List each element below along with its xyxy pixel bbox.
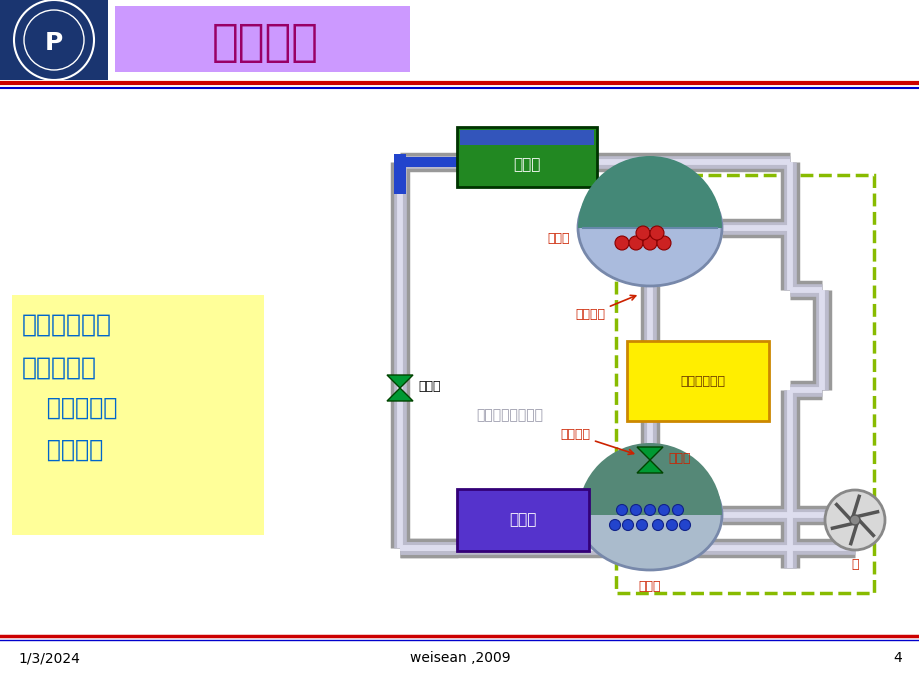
Circle shape	[672, 504, 683, 515]
Text: 整个系统包括: 整个系统包括	[22, 313, 112, 337]
Text: 溶液回路: 溶液回路	[22, 438, 103, 462]
Circle shape	[658, 504, 669, 515]
Wedge shape	[577, 443, 721, 515]
Text: 节流阀: 节流阀	[667, 451, 690, 464]
Circle shape	[650, 226, 664, 240]
Text: 泵: 泵	[850, 558, 857, 571]
Text: 4: 4	[892, 651, 901, 665]
Circle shape	[665, 520, 676, 531]
FancyBboxPatch shape	[115, 6, 410, 72]
FancyBboxPatch shape	[12, 295, 264, 535]
Circle shape	[644, 504, 655, 515]
Text: 制冷剂回路: 制冷剂回路	[22, 396, 118, 420]
Polygon shape	[636, 460, 663, 473]
FancyBboxPatch shape	[689, 342, 705, 420]
Ellipse shape	[577, 460, 721, 570]
Circle shape	[629, 236, 642, 250]
Text: weisean ,2009: weisean ,2009	[409, 651, 510, 665]
Circle shape	[824, 490, 884, 550]
Text: 两个回路：: 两个回路：	[22, 356, 96, 380]
Text: 冷凝器: 冷凝器	[513, 157, 540, 172]
Text: 逆流热交换器: 逆流热交换器	[680, 375, 725, 388]
FancyBboxPatch shape	[108, 0, 919, 80]
Text: 节流阀: 节流阀	[417, 380, 440, 393]
Text: 蒸发器: 蒸发器	[509, 513, 536, 527]
Text: 吸收器: 吸收器	[638, 580, 661, 593]
Polygon shape	[387, 388, 413, 401]
Circle shape	[652, 520, 663, 531]
Text: 吸收式制冷循环图: 吸收式制冷循环图	[476, 408, 543, 422]
Polygon shape	[636, 447, 663, 460]
Circle shape	[14, 0, 94, 80]
Wedge shape	[577, 156, 721, 228]
FancyBboxPatch shape	[460, 130, 594, 145]
Circle shape	[642, 236, 656, 250]
Text: 冷却管道: 冷却管道	[560, 428, 633, 455]
Text: 基本原理: 基本原理	[211, 21, 318, 63]
Circle shape	[608, 520, 619, 531]
FancyBboxPatch shape	[0, 0, 919, 80]
Text: 加热管道: 加热管道	[574, 295, 635, 321]
Circle shape	[622, 520, 633, 531]
Text: 1/3/2024: 1/3/2024	[18, 651, 80, 665]
FancyBboxPatch shape	[457, 127, 596, 187]
Circle shape	[679, 520, 690, 531]
FancyBboxPatch shape	[457, 489, 588, 551]
Text: P: P	[45, 31, 63, 55]
Circle shape	[656, 236, 670, 250]
Circle shape	[849, 515, 859, 525]
Circle shape	[635, 226, 650, 240]
FancyBboxPatch shape	[393, 154, 405, 194]
FancyBboxPatch shape	[400, 157, 596, 167]
Circle shape	[630, 504, 641, 515]
Circle shape	[616, 504, 627, 515]
Ellipse shape	[577, 170, 721, 286]
Circle shape	[636, 520, 647, 531]
FancyBboxPatch shape	[627, 341, 768, 421]
Polygon shape	[387, 375, 413, 388]
Circle shape	[614, 236, 629, 250]
Text: 发生器: 发生器	[547, 232, 570, 244]
